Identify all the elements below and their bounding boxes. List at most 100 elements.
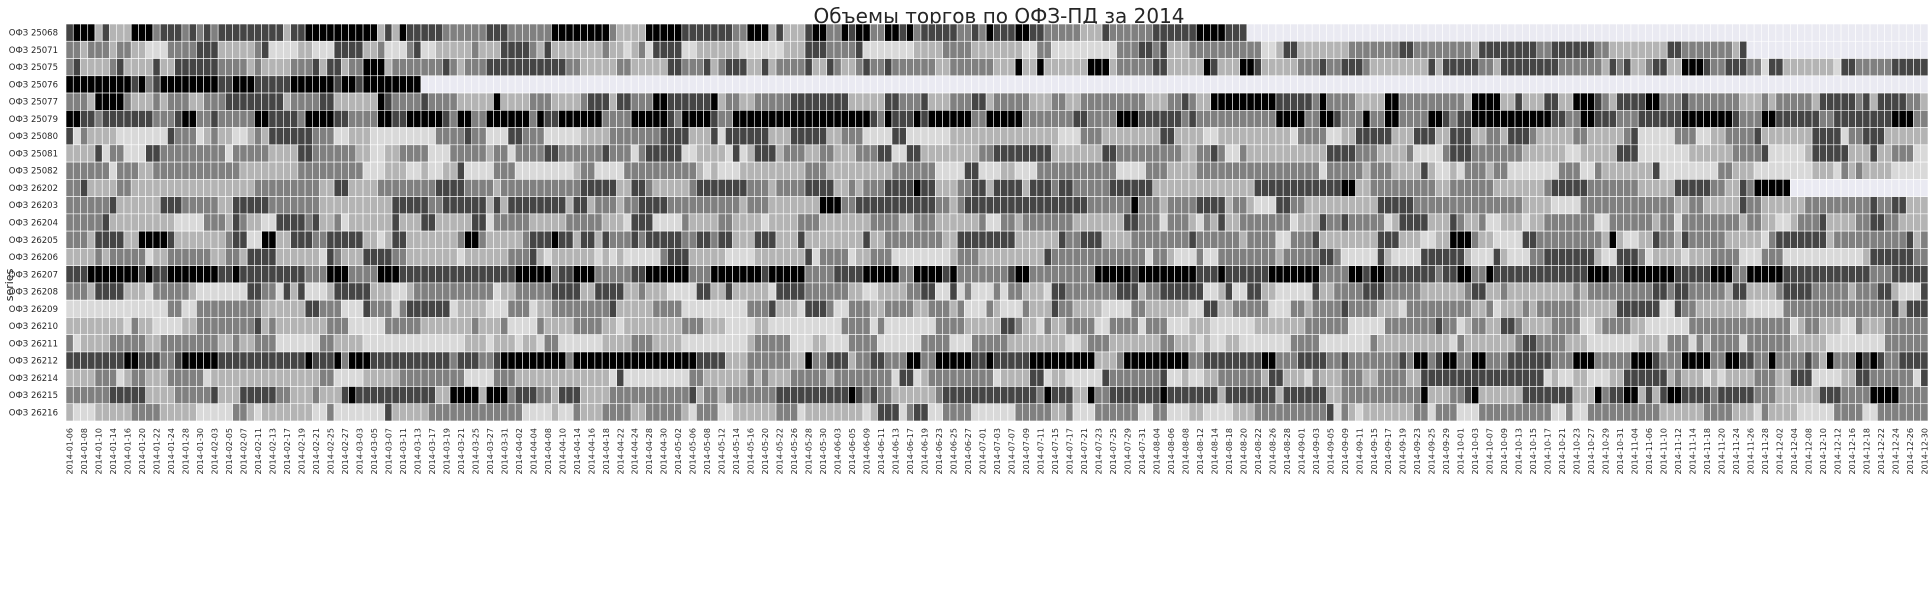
heatmap-cell bbox=[833, 110, 842, 128]
heatmap-cell bbox=[1681, 110, 1690, 128]
heatmap-cell bbox=[275, 317, 284, 335]
heatmap-cell bbox=[1333, 92, 1342, 111]
heatmap-cell bbox=[1072, 299, 1081, 318]
heatmap-cell bbox=[1290, 161, 1298, 180]
heatmap-cell bbox=[246, 248, 255, 266]
heatmap-cell bbox=[1623, 265, 1632, 284]
heatmap-cell bbox=[1710, 317, 1719, 335]
heatmap-cell bbox=[746, 265, 755, 284]
heatmap-cell bbox=[674, 299, 683, 318]
heatmap-cell bbox=[1717, 248, 1726, 266]
heatmap-cell bbox=[609, 92, 617, 111]
heatmap-cell bbox=[138, 213, 146, 232]
heatmap-cell bbox=[1623, 75, 1632, 94]
heatmap-cell bbox=[1804, 282, 1813, 301]
heatmap-cell bbox=[1521, 40, 1530, 59]
heatmap-cell bbox=[565, 230, 574, 249]
heatmap-cell bbox=[739, 161, 748, 180]
heatmap-cell bbox=[1036, 161, 1045, 180]
heatmap-cell bbox=[1406, 127, 1414, 146]
heatmap-cell bbox=[797, 230, 806, 249]
heatmap-cell bbox=[65, 196, 74, 215]
heatmap-cell bbox=[558, 196, 567, 215]
heatmap-cell bbox=[203, 248, 212, 266]
heatmap-cell bbox=[268, 92, 277, 111]
heatmap-cell bbox=[217, 161, 226, 180]
heatmap-cell bbox=[1174, 317, 1183, 335]
heatmap-cell bbox=[1319, 92, 1327, 111]
heatmap-cell bbox=[522, 317, 530, 335]
heatmap-cell bbox=[522, 92, 530, 111]
heatmap-cell bbox=[1884, 248, 1893, 266]
heatmap-cell bbox=[927, 58, 936, 77]
heatmap-cell bbox=[1181, 248, 1190, 266]
heatmap-cell bbox=[1275, 179, 1284, 197]
heatmap-cell bbox=[1587, 58, 1596, 77]
heatmap-cell bbox=[406, 75, 415, 94]
heatmap-cell bbox=[1558, 196, 1567, 215]
heatmap-cell bbox=[1145, 179, 1154, 197]
heatmap-cell bbox=[1746, 144, 1755, 163]
heatmap-cell bbox=[1029, 127, 1038, 146]
heatmap-cell bbox=[565, 351, 574, 370]
heatmap-cell bbox=[1319, 179, 1327, 197]
heatmap-cell bbox=[1109, 230, 1117, 249]
heatmap-cell bbox=[1768, 248, 1777, 266]
heatmap-cell bbox=[1181, 92, 1190, 111]
heatmap-cell bbox=[529, 213, 538, 232]
heatmap-cell bbox=[1217, 248, 1226, 266]
heatmap-cell bbox=[1608, 161, 1617, 180]
heatmap-cell bbox=[449, 317, 458, 335]
heatmap-cell bbox=[1203, 265, 1212, 284]
heatmap-cell bbox=[471, 58, 480, 77]
heatmap-cell bbox=[1579, 196, 1588, 215]
heatmap-cell bbox=[1652, 110, 1661, 128]
heatmap-cell bbox=[1029, 299, 1038, 318]
heatmap-cell bbox=[362, 179, 371, 197]
heatmap-cell bbox=[283, 351, 291, 370]
heatmap-cell bbox=[840, 58, 849, 77]
heatmap-cell bbox=[362, 265, 371, 284]
heatmap-cell bbox=[543, 40, 552, 59]
heatmap-cell bbox=[398, 317, 407, 335]
heatmap-cell bbox=[159, 40, 168, 59]
heatmap-cell bbox=[471, 110, 480, 128]
heatmap-cell bbox=[1065, 144, 1074, 163]
heatmap-cell bbox=[985, 282, 994, 301]
heatmap-cell bbox=[572, 351, 581, 370]
heatmap-cell bbox=[217, 196, 226, 215]
heatmap-cell bbox=[493, 161, 502, 180]
heatmap-cell bbox=[1659, 299, 1668, 318]
heatmap-cell bbox=[790, 127, 799, 146]
heatmap-cell bbox=[1152, 213, 1161, 232]
heatmap-cell bbox=[507, 351, 516, 370]
heatmap-cell bbox=[1188, 265, 1197, 284]
heatmap-cell bbox=[1253, 40, 1262, 59]
heatmap-cell bbox=[1464, 282, 1472, 301]
heatmap-cell bbox=[1297, 127, 1306, 146]
heatmap-cell bbox=[1174, 110, 1183, 128]
heatmap-cell bbox=[1507, 196, 1516, 215]
heatmap-cell bbox=[1608, 213, 1617, 232]
heatmap-cell bbox=[1355, 40, 1364, 59]
heatmap-cell bbox=[1739, 179, 1748, 197]
heatmap-cell bbox=[1521, 317, 1530, 335]
heatmap-cell bbox=[1145, 58, 1154, 77]
heatmap-cell bbox=[1275, 248, 1284, 266]
heatmap-cell bbox=[1659, 196, 1668, 215]
heatmap-cell bbox=[1550, 58, 1559, 77]
heatmap-cell bbox=[1514, 127, 1523, 146]
heatmap-cell bbox=[1637, 144, 1646, 163]
heatmap-cell bbox=[978, 75, 987, 94]
heatmap-cell bbox=[819, 75, 828, 94]
heatmap-cell bbox=[413, 110, 422, 128]
heatmap-cell bbox=[898, 230, 907, 249]
heatmap-cell bbox=[826, 196, 835, 215]
heatmap-cell bbox=[232, 144, 241, 163]
heatmap-cell bbox=[1536, 144, 1545, 163]
heatmap-cell bbox=[1362, 23, 1371, 42]
heatmap-cell bbox=[1282, 317, 1291, 335]
heatmap-cell bbox=[1840, 299, 1849, 318]
heatmap-cell bbox=[739, 92, 748, 111]
heatmap-cell bbox=[956, 40, 965, 59]
